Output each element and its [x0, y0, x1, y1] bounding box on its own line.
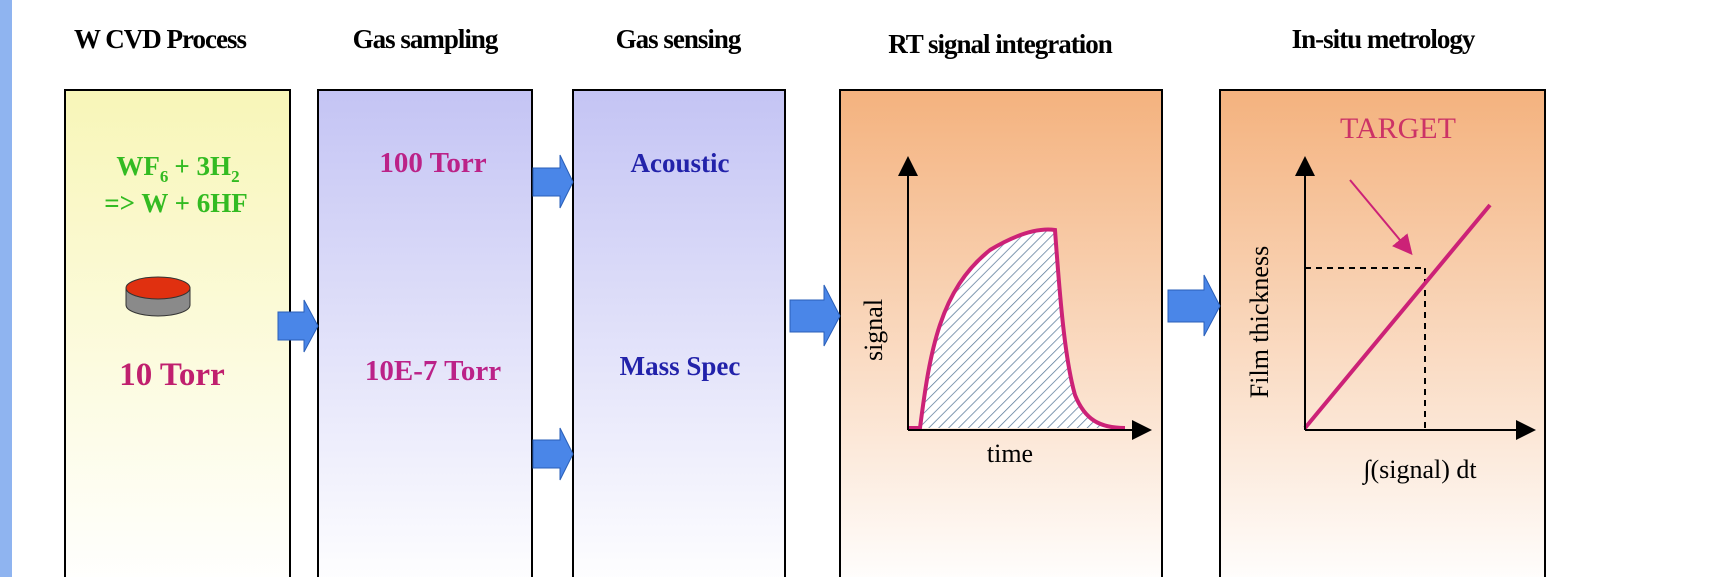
pressure: 10 Torr [119, 357, 224, 393]
annotation-arrow [1349, 179, 1413, 256]
annotation: TARGET [1340, 112, 1456, 145]
stage-box [317, 89, 533, 577]
flow-arrow [277, 299, 319, 353]
axis-label: time [987, 439, 1033, 468]
stage-title: Gas sampling [353, 24, 499, 54]
signal-curve [908, 227, 1126, 430]
stage-title: RT signal integration [888, 29, 1113, 59]
integral-area [920, 229, 1120, 428]
reaction-line: => W + 6HF [104, 188, 247, 218]
sensor: Mass Spec [620, 351, 741, 381]
reaction: WF6 + 3H2 [116, 151, 239, 186]
flow-arrow [1167, 274, 1221, 337]
stage-title: In-situ metrology [1292, 24, 1476, 54]
reaction-part: WF [116, 151, 160, 181]
calibration-line [1303, 203, 1492, 430]
stage-box [572, 89, 786, 577]
axis-label: Film thickness [1245, 246, 1274, 398]
side-strip [0, 0, 12, 577]
axis-label: ∫(signal) dt [1361, 455, 1477, 485]
pressure: 10E-7 Torr [365, 355, 501, 387]
flow-arrow [532, 154, 574, 209]
wafer-icon [125, 276, 191, 317]
sensor: Acoustic [631, 148, 730, 178]
reaction-sub: 2 [231, 167, 240, 186]
flow-arrow [532, 427, 574, 481]
reaction-sub: 6 [160, 167, 169, 186]
stage-box [64, 89, 291, 577]
reaction-part: + 3H [174, 151, 231, 181]
pressure: 100 Torr [379, 147, 486, 179]
flow-arrow [789, 284, 841, 347]
stage-title: Gas sensing [616, 24, 742, 54]
axis-label: signal [859, 299, 888, 361]
stage-title: W CVD Process [74, 24, 246, 54]
